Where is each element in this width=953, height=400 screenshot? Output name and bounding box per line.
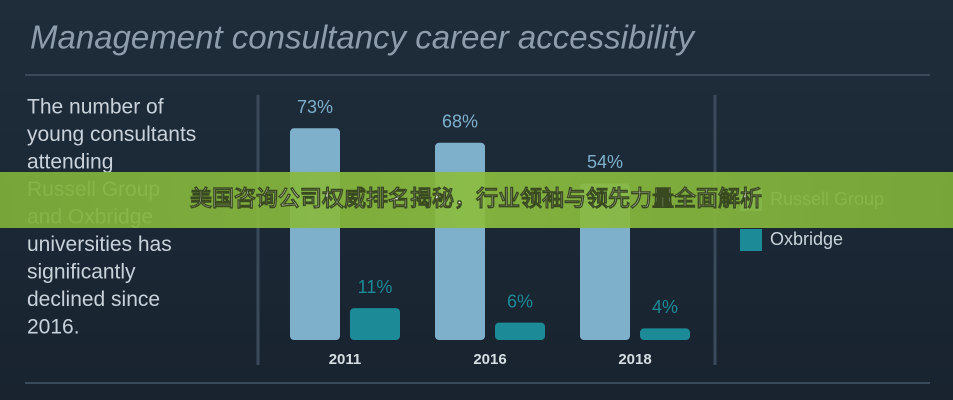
value-label: 54% xyxy=(587,152,623,172)
value-label: 68% xyxy=(442,112,478,132)
description-line: 2016. xyxy=(27,316,80,339)
value-label: 11% xyxy=(358,277,393,297)
description-line: significantly xyxy=(27,261,136,284)
value-label: 73% xyxy=(297,97,333,117)
bar xyxy=(640,328,690,340)
description-line: universities has xyxy=(27,233,172,256)
value-label: 4% xyxy=(652,297,678,317)
value-label: 6% xyxy=(507,291,533,311)
x-tick-label: 2011 xyxy=(329,351,362,368)
x-tick-label: 2016 xyxy=(473,351,506,368)
x-tick-label: 2018 xyxy=(618,351,651,368)
description-line: young consultants xyxy=(27,123,196,146)
legend-label: Oxbridge xyxy=(770,229,843,249)
chart-title: Management consultancy career accessibil… xyxy=(30,19,696,56)
banner-text: 美国咨询公司权威排名揭秘，行业领袖与领先力量全面解析 xyxy=(190,186,762,212)
banner xyxy=(0,172,953,228)
description-line: The number of xyxy=(27,96,164,119)
bar xyxy=(350,308,400,340)
description-line: declined since xyxy=(27,288,160,311)
legend-swatch xyxy=(740,229,762,251)
bar xyxy=(495,322,545,340)
description-line: attending xyxy=(27,151,113,174)
bar xyxy=(290,128,340,340)
